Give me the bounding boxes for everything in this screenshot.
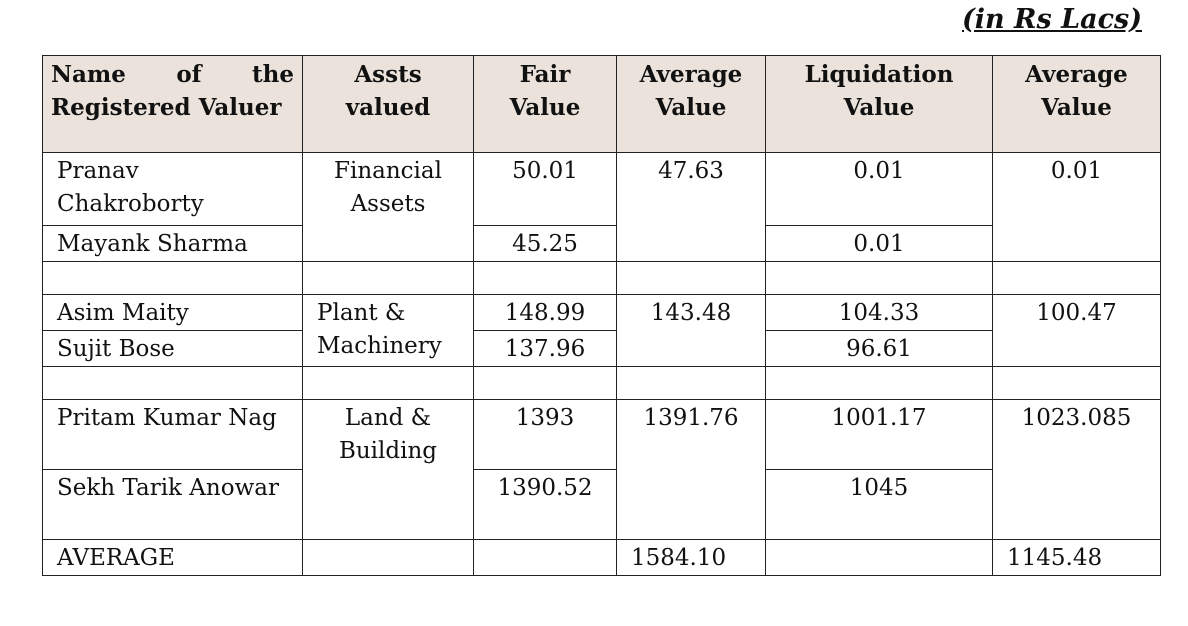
empty-cell: [992, 366, 1161, 400]
valuer-row: Pritam Kumar Nag Land & Building 1393 1391.…: [42, 399, 1161, 540]
column-header: Average Value: [616, 55, 766, 153]
average-fair-value: 1391.76: [616, 399, 766, 540]
header-row: Name of the Registered Valuer Assts value…: [42, 55, 1161, 153]
empty-cell: [42, 261, 303, 295]
empty-cell: [302, 539, 474, 576]
liquidation-value: 1001.17: [765, 399, 993, 470]
valuer-name: Mayank Sharma: [42, 225, 303, 262]
average-row: AVERAGE 1584.10 1145.48: [42, 539, 1161, 576]
asset-type: Financial Assets: [302, 152, 474, 262]
empty-cell: [473, 366, 617, 400]
valuer-name: Pranav Chakroborty: [42, 152, 303, 226]
asset-type: Plant & Machinery: [302, 294, 474, 367]
liquidation-value: 0.01: [765, 225, 993, 262]
fair-value: 137.96: [473, 330, 617, 367]
column-header: Average Value: [992, 55, 1161, 153]
table-body: Pranav Chakroborty Financial Assets 50.01 4…: [42, 152, 1161, 576]
fair-value: 148.99: [473, 294, 617, 331]
valuer-name: Pritam Kumar Nag: [42, 399, 303, 470]
average-fair-value: 143.48: [616, 294, 766, 367]
valuation-table: Name of the Registered Valuer Assts value…: [42, 55, 1161, 576]
empty-cell: [992, 261, 1161, 295]
empty-cell: [765, 539, 993, 576]
column-header: Fair Value: [473, 55, 617, 153]
empty-cell: [765, 261, 993, 295]
column-header: Liquidation Value: [765, 55, 993, 153]
valuer-row: Mayank Sharma 45.25 0.01: [42, 225, 1161, 262]
valuer-row: Pranav Chakroborty Financial Assets 50.01 4…: [42, 152, 1161, 262]
overall-average-value: 1584.10: [616, 539, 766, 576]
empty-cell: [473, 539, 617, 576]
liquidation-value: 96.61: [765, 330, 993, 367]
fair-value: 45.25: [473, 225, 617, 262]
overall-liquidation-average: 1145.48: [992, 539, 1161, 576]
unit-note: (in Rs Lacs): [962, 4, 1142, 35]
liquidation-value: 104.33: [765, 294, 993, 331]
average-liquidation-value: 0.01: [992, 152, 1161, 262]
valuer-name: Sujit Bose: [42, 330, 303, 367]
average-fair-value: 47.63: [616, 152, 766, 262]
spacer-row: [42, 366, 1161, 400]
liquidation-value: 1045: [765, 469, 993, 540]
column-header: Name of the Registered Valuer: [42, 55, 303, 153]
average-liquidation-value: 1023.085: [992, 399, 1161, 540]
fair-value: 1390.52: [473, 469, 617, 540]
valuer-name: Asim Maity: [42, 294, 303, 331]
fair-value: 50.01: [473, 152, 617, 226]
average-label: AVERAGE: [42, 539, 303, 576]
empty-cell: [616, 366, 766, 400]
fair-value: 1393: [473, 399, 617, 470]
empty-cell: [616, 261, 766, 295]
valuer-name: Sekh Tarik Anowar: [42, 469, 303, 540]
liquidation-value: 0.01: [765, 152, 993, 226]
spacer-row: [42, 261, 1161, 295]
empty-cell: [765, 366, 993, 400]
asset-type: Land & Building: [302, 399, 474, 540]
empty-cell: [302, 261, 474, 295]
column-header: Assts valued: [302, 55, 474, 153]
empty-cell: [42, 366, 303, 400]
empty-cell: [473, 261, 617, 295]
valuer-row: Asim Maity Plant & Machinery 148.99 143.48 1…: [42, 294, 1161, 367]
empty-cell: [302, 366, 474, 400]
average-liquidation-value: 100.47: [992, 294, 1161, 367]
